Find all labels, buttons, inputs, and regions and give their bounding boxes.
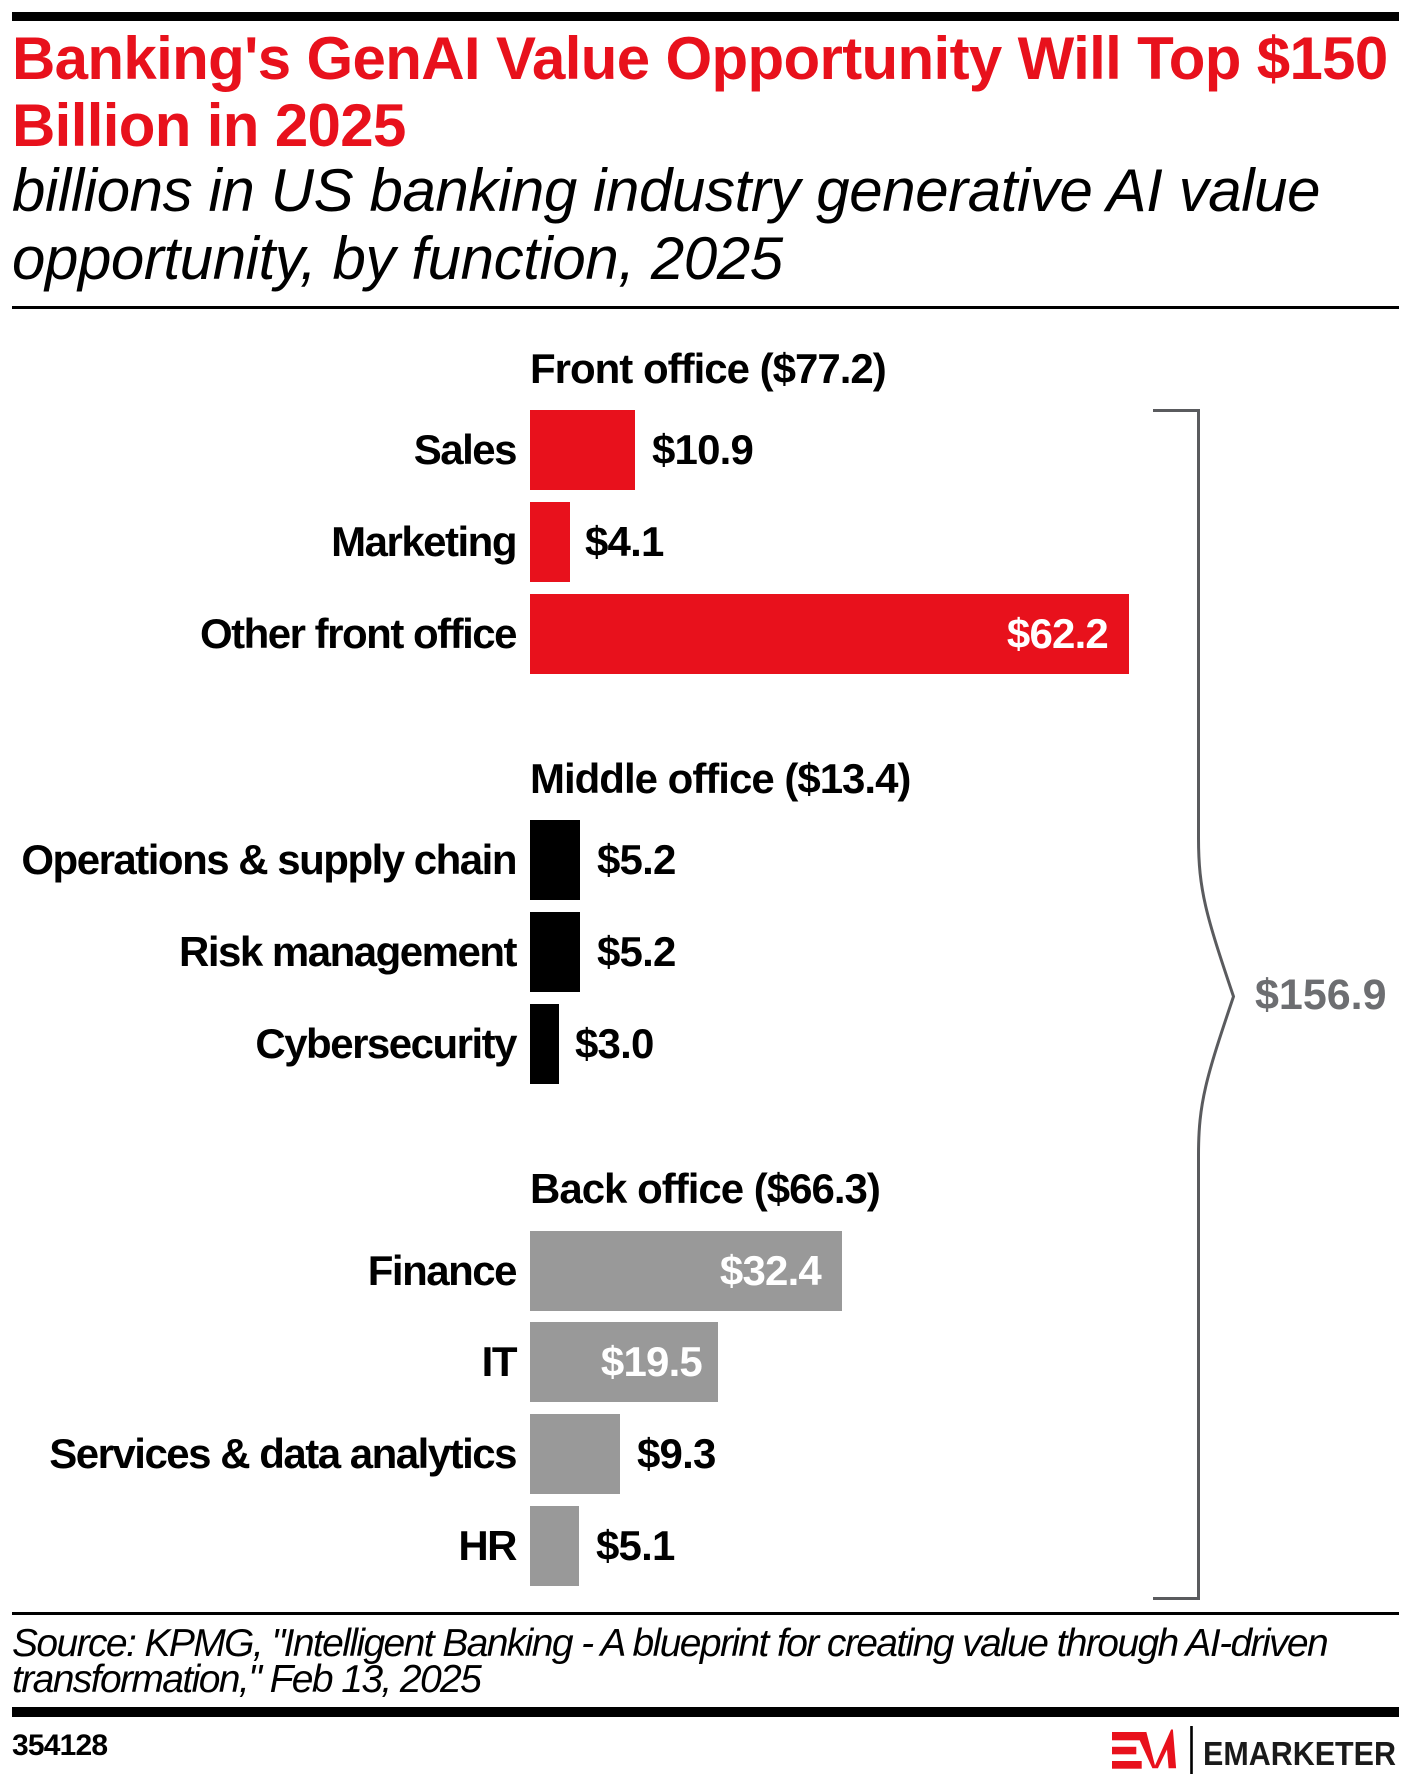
svg-text:EMARKETER: EMARKETER [1203, 1735, 1396, 1772]
